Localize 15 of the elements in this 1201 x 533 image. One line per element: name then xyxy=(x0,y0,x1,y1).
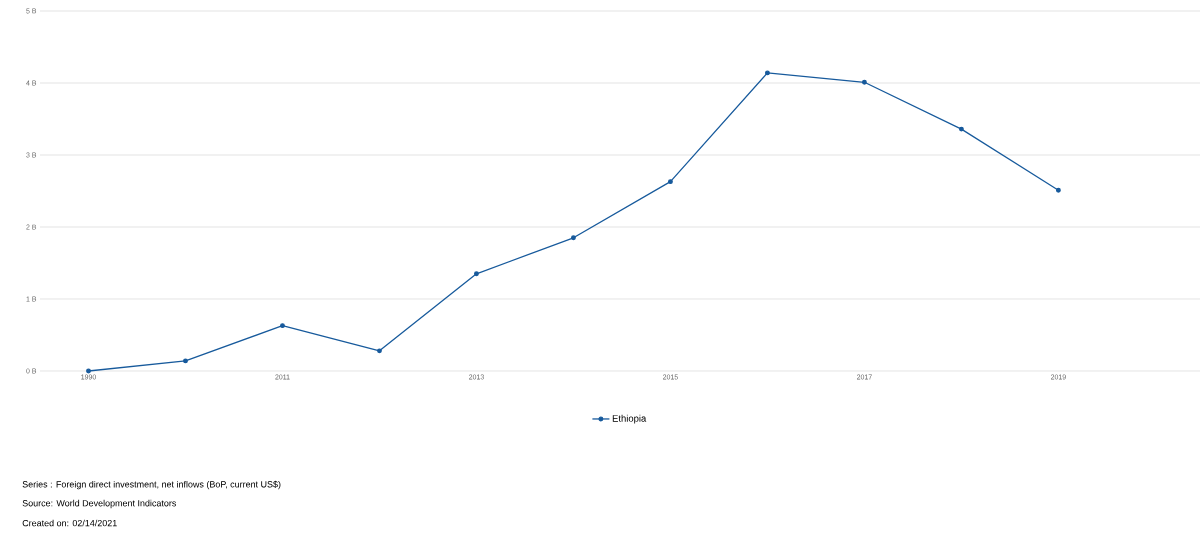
point xyxy=(764,70,770,76)
point xyxy=(377,348,382,354)
text: Created on: 02/14/2021 xyxy=(22,519,117,527)
point xyxy=(280,323,285,329)
point xyxy=(571,235,576,241)
source-note: Source: World Development Indicators xyxy=(22,499,177,509)
point xyxy=(86,368,91,374)
point xyxy=(474,271,479,277)
point xyxy=(667,179,673,185)
point xyxy=(183,358,188,364)
point xyxy=(1055,187,1061,193)
point xyxy=(958,126,964,132)
text: Series : Foreign direct investment, net inflows (BoP, current US$) xyxy=(22,480,281,490)
legend-label: Ethiopia xyxy=(612,414,647,424)
point xyxy=(861,79,867,85)
